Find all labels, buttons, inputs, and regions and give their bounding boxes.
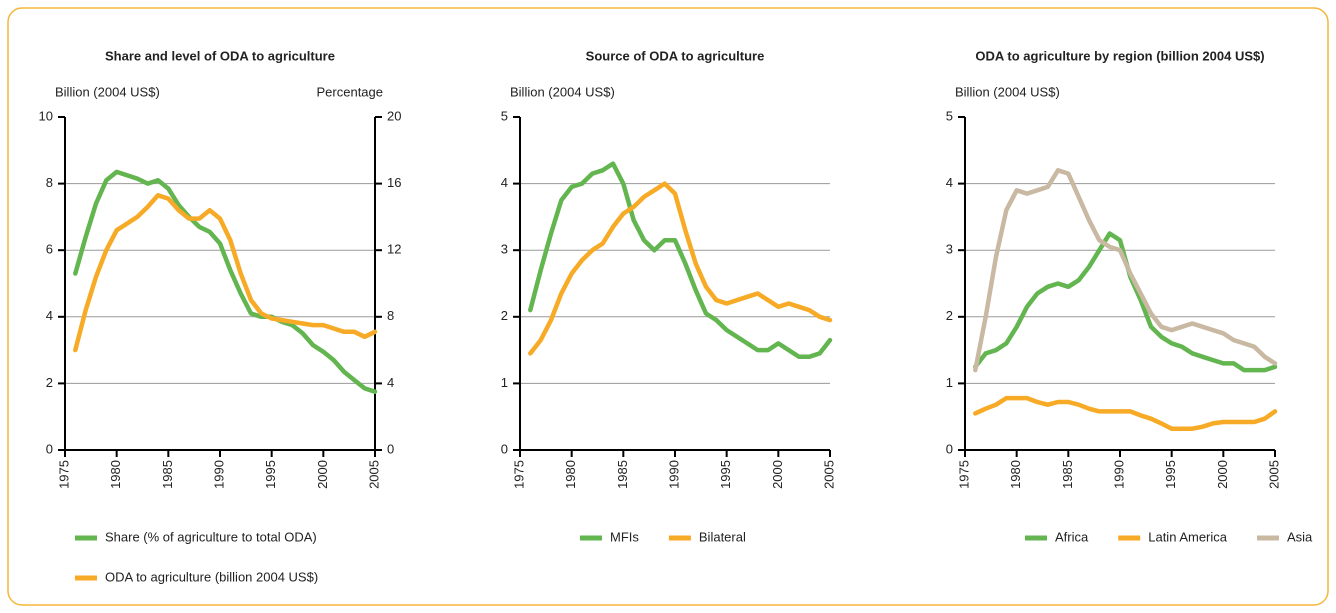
x-tick-label: 1985 [615, 460, 630, 489]
y2-tick-label: 8 [387, 308, 394, 323]
line-series [73, 169, 378, 394]
y-tick-label: 1 [946, 375, 953, 390]
y2-tick-label: 12 [387, 242, 401, 257]
y-tick-label: 3 [501, 242, 508, 257]
x-tick-label: 2000 [1215, 460, 1230, 489]
legend-label: MFIs [610, 529, 639, 544]
line-series [528, 181, 833, 356]
x-tick-label: 1980 [108, 460, 123, 489]
x-tick-label: 2005 [1266, 460, 1281, 489]
line-series [973, 168, 1278, 373]
y-tick-label: 2 [501, 308, 508, 323]
x-tick-label: 1975 [956, 460, 971, 489]
x-tick-label: 2000 [770, 460, 785, 489]
y-tick-label: 2 [46, 375, 53, 390]
y2-tick-label: 16 [387, 175, 401, 190]
chart-title: Share and level of ODA to agriculture [105, 48, 335, 63]
y2-tick-label: 20 [387, 108, 401, 123]
legend-label: Latin America [1148, 529, 1228, 544]
y-tick-label: 1 [501, 375, 508, 390]
y-tick-label: 0 [501, 441, 508, 456]
frame [7, 7, 1329, 606]
x-tick-label: 1990 [666, 460, 681, 489]
y-tick-label: 3 [946, 242, 953, 257]
x-tick-label: 1990 [1111, 460, 1126, 489]
chart-title: ODA to agriculture by region (billion 20… [975, 48, 1264, 63]
x-tick-label: 1995 [1163, 460, 1178, 489]
x-tick-label: 1980 [563, 460, 578, 489]
y2-tick-label: 4 [387, 375, 394, 390]
x-tick-label: 1990 [211, 460, 226, 489]
y2-tick-label: 0 [387, 441, 394, 456]
line-series [528, 161, 833, 360]
y2-axis-label: Percentage [317, 84, 384, 99]
y-tick-label: 5 [946, 108, 953, 123]
x-tick-label: 1985 [160, 460, 175, 489]
legend-label: Asia [1287, 529, 1313, 544]
y-tick-label: 6 [46, 242, 53, 257]
chart-title: Source of ODA to agriculture [586, 48, 765, 63]
x-tick-label: 1985 [1060, 460, 1075, 489]
x-tick-label: 1975 [511, 460, 526, 489]
x-tick-label: 2005 [366, 460, 381, 489]
x-tick-label: 1995 [718, 460, 733, 489]
line-series [973, 395, 1278, 431]
legend-label: Bilateral [699, 529, 746, 544]
x-tick-label: 2005 [821, 460, 836, 489]
x-tick-label: 1980 [1008, 460, 1023, 489]
y-tick-label: 2 [946, 308, 953, 323]
legend-label: ODA to agriculture (billion 2004 US$) [105, 569, 318, 584]
y-tick-label: 10 [39, 108, 53, 123]
legend-label: Africa [1055, 529, 1089, 544]
y-axis-label: Billion (2004 US$) [955, 84, 1060, 99]
y-tick-label: 0 [46, 441, 53, 456]
x-tick-label: 2000 [315, 460, 330, 489]
y-tick-label: 4 [946, 175, 953, 190]
y-tick-label: 8 [46, 175, 53, 190]
y-axis-label: Billion (2004 US$) [55, 84, 160, 99]
line-series [73, 193, 378, 353]
y-tick-label: 4 [46, 308, 53, 323]
x-tick-label: 1975 [56, 460, 71, 489]
x-tick-label: 1995 [263, 460, 278, 489]
y-tick-label: 4 [501, 175, 508, 190]
y-tick-label: 0 [946, 441, 953, 456]
y-tick-label: 5 [501, 108, 508, 123]
legend-label: Share (% of agriculture to total ODA) [105, 529, 317, 544]
y-axis-label: Billion (2004 US$) [510, 84, 615, 99]
